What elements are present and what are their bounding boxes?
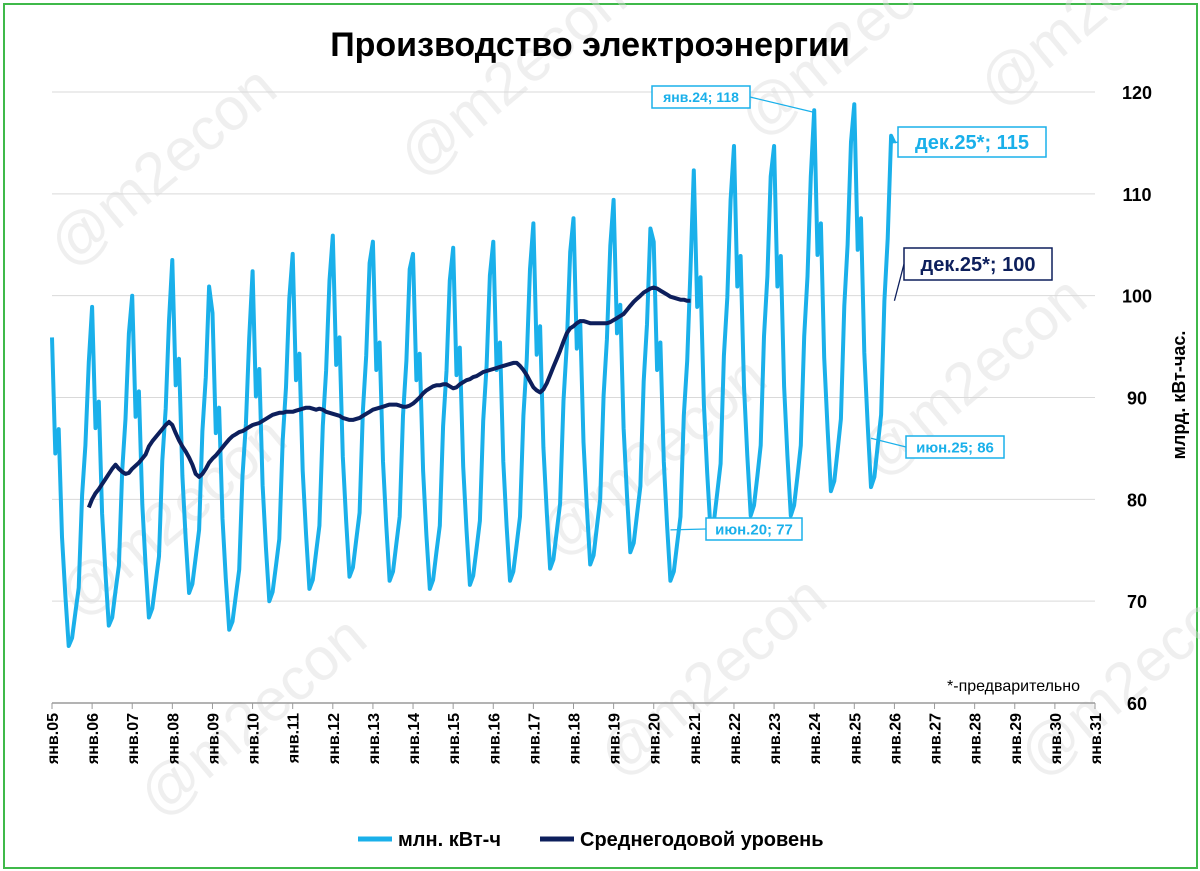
watermarks: @m2econ @m2econ @m2econ@m2econ@m2econ @m2ec… xyxy=(35,0,1200,830)
x-tick-label-21: янв.26 xyxy=(887,713,904,765)
x-tick-label-24: янв.29 xyxy=(1008,713,1025,765)
annotation-label-4: июн.20; 77 xyxy=(715,521,793,538)
x-tick-label-11: янв.16 xyxy=(486,713,503,765)
annotation-label-3: июн.25; 86 xyxy=(916,439,994,456)
annotation-leader-0 xyxy=(749,96,815,113)
legend-monthly-label: млн. кВт-ч xyxy=(398,829,501,851)
x-tick-label-14: янв.19 xyxy=(607,713,624,765)
x-axis-ticks: янв.05 янв.06 янв.07 янв.08 янв.09 янв.10 янв.… xyxy=(45,703,1105,765)
x-tick-label-20: янв.25 xyxy=(847,713,864,765)
x-tick-label-15: янв.20 xyxy=(647,713,664,765)
x-tick-label-26: янв.31 xyxy=(1088,713,1105,765)
x-tick-label-22: янв.27 xyxy=(928,713,945,765)
y-tick-110: 110 xyxy=(1122,185,1151,205)
x-tick-label-6: янв.11 xyxy=(286,713,303,764)
x-tick-label-13: янв.18 xyxy=(567,713,584,765)
x-tick-label-23: янв.28 xyxy=(968,713,985,765)
x-tick-label-2: янв.07 xyxy=(125,713,142,765)
x-tick-label-10: янв.15 xyxy=(446,713,463,765)
series-monthly xyxy=(50,102,897,648)
x-tick-label-17: янв.22 xyxy=(727,713,744,765)
x-tick-label-4: янв.09 xyxy=(205,713,222,765)
annotation-leader-2 xyxy=(893,263,905,301)
x-tick-label-9: янв.14 xyxy=(406,713,423,765)
annotation-box-2 xyxy=(903,247,1053,281)
annotation-leader-3 xyxy=(870,437,907,448)
x-tick-label-19: янв.24 xyxy=(807,713,824,765)
series-monthly-line xyxy=(50,102,897,648)
y-tick-90: 90 xyxy=(1127,389,1147,409)
annotation-box-0 xyxy=(651,85,751,109)
watermark-3: @m2econ xyxy=(965,0,1200,120)
y-tick-60: 60 xyxy=(1127,694,1147,714)
legend: млн. кВт-ч Среднегодовой уровень xyxy=(358,829,824,851)
footnote: *-предварительно xyxy=(947,678,1080,695)
x-tick-label-1: янв.06 xyxy=(85,713,102,765)
x-tick-label-18: янв.23 xyxy=(767,713,784,765)
series-average-line xyxy=(86,285,691,509)
x-tick-label-25: янв.30 xyxy=(1048,713,1065,765)
annotation-label-2: дек.25*; 100 xyxy=(921,254,1036,276)
y-axis-ticks: 60 70 80 90 100 110 120 xyxy=(1122,83,1152,714)
annotations: янв.24; 118 дек.25*; 115 дек.25*; 100 июн.2… xyxy=(651,85,1053,541)
y-axis-label: млрд. кВт-час. xyxy=(1169,331,1189,460)
watermark-0: @m2econ xyxy=(35,52,288,280)
chart-title: Производство электроэнергии xyxy=(330,26,850,64)
x-tick-label-3: янв.08 xyxy=(165,713,182,765)
legend-average-label: Среднегодовой уровень xyxy=(580,829,824,851)
annotation-label-1: дек.25*; 115 xyxy=(915,132,1029,154)
y-tick-120: 120 xyxy=(1122,83,1152,103)
annotation-box-1 xyxy=(897,126,1047,158)
series-average xyxy=(86,285,691,509)
x-tick-label-0: янв.05 xyxy=(45,713,62,765)
x-tick-label-16: янв.21 xyxy=(687,713,704,765)
y-tick-70: 70 xyxy=(1127,592,1147,612)
x-tick-label-8: янв.13 xyxy=(366,713,383,765)
x-tick-label-7: янв.12 xyxy=(326,713,343,765)
y-tick-80: 80 xyxy=(1127,490,1147,510)
grid xyxy=(52,91,1095,704)
y-tick-100: 100 xyxy=(1122,287,1152,307)
annotation-box-3 xyxy=(905,435,1005,459)
annotation-box-4 xyxy=(705,517,803,541)
x-tick-label-12: янв.17 xyxy=(526,713,543,765)
annotation-label-0: янв.24; 118 xyxy=(663,89,739,105)
x-tick-label-5: янв.10 xyxy=(246,713,263,765)
annotation-leader-4 xyxy=(670,528,707,531)
